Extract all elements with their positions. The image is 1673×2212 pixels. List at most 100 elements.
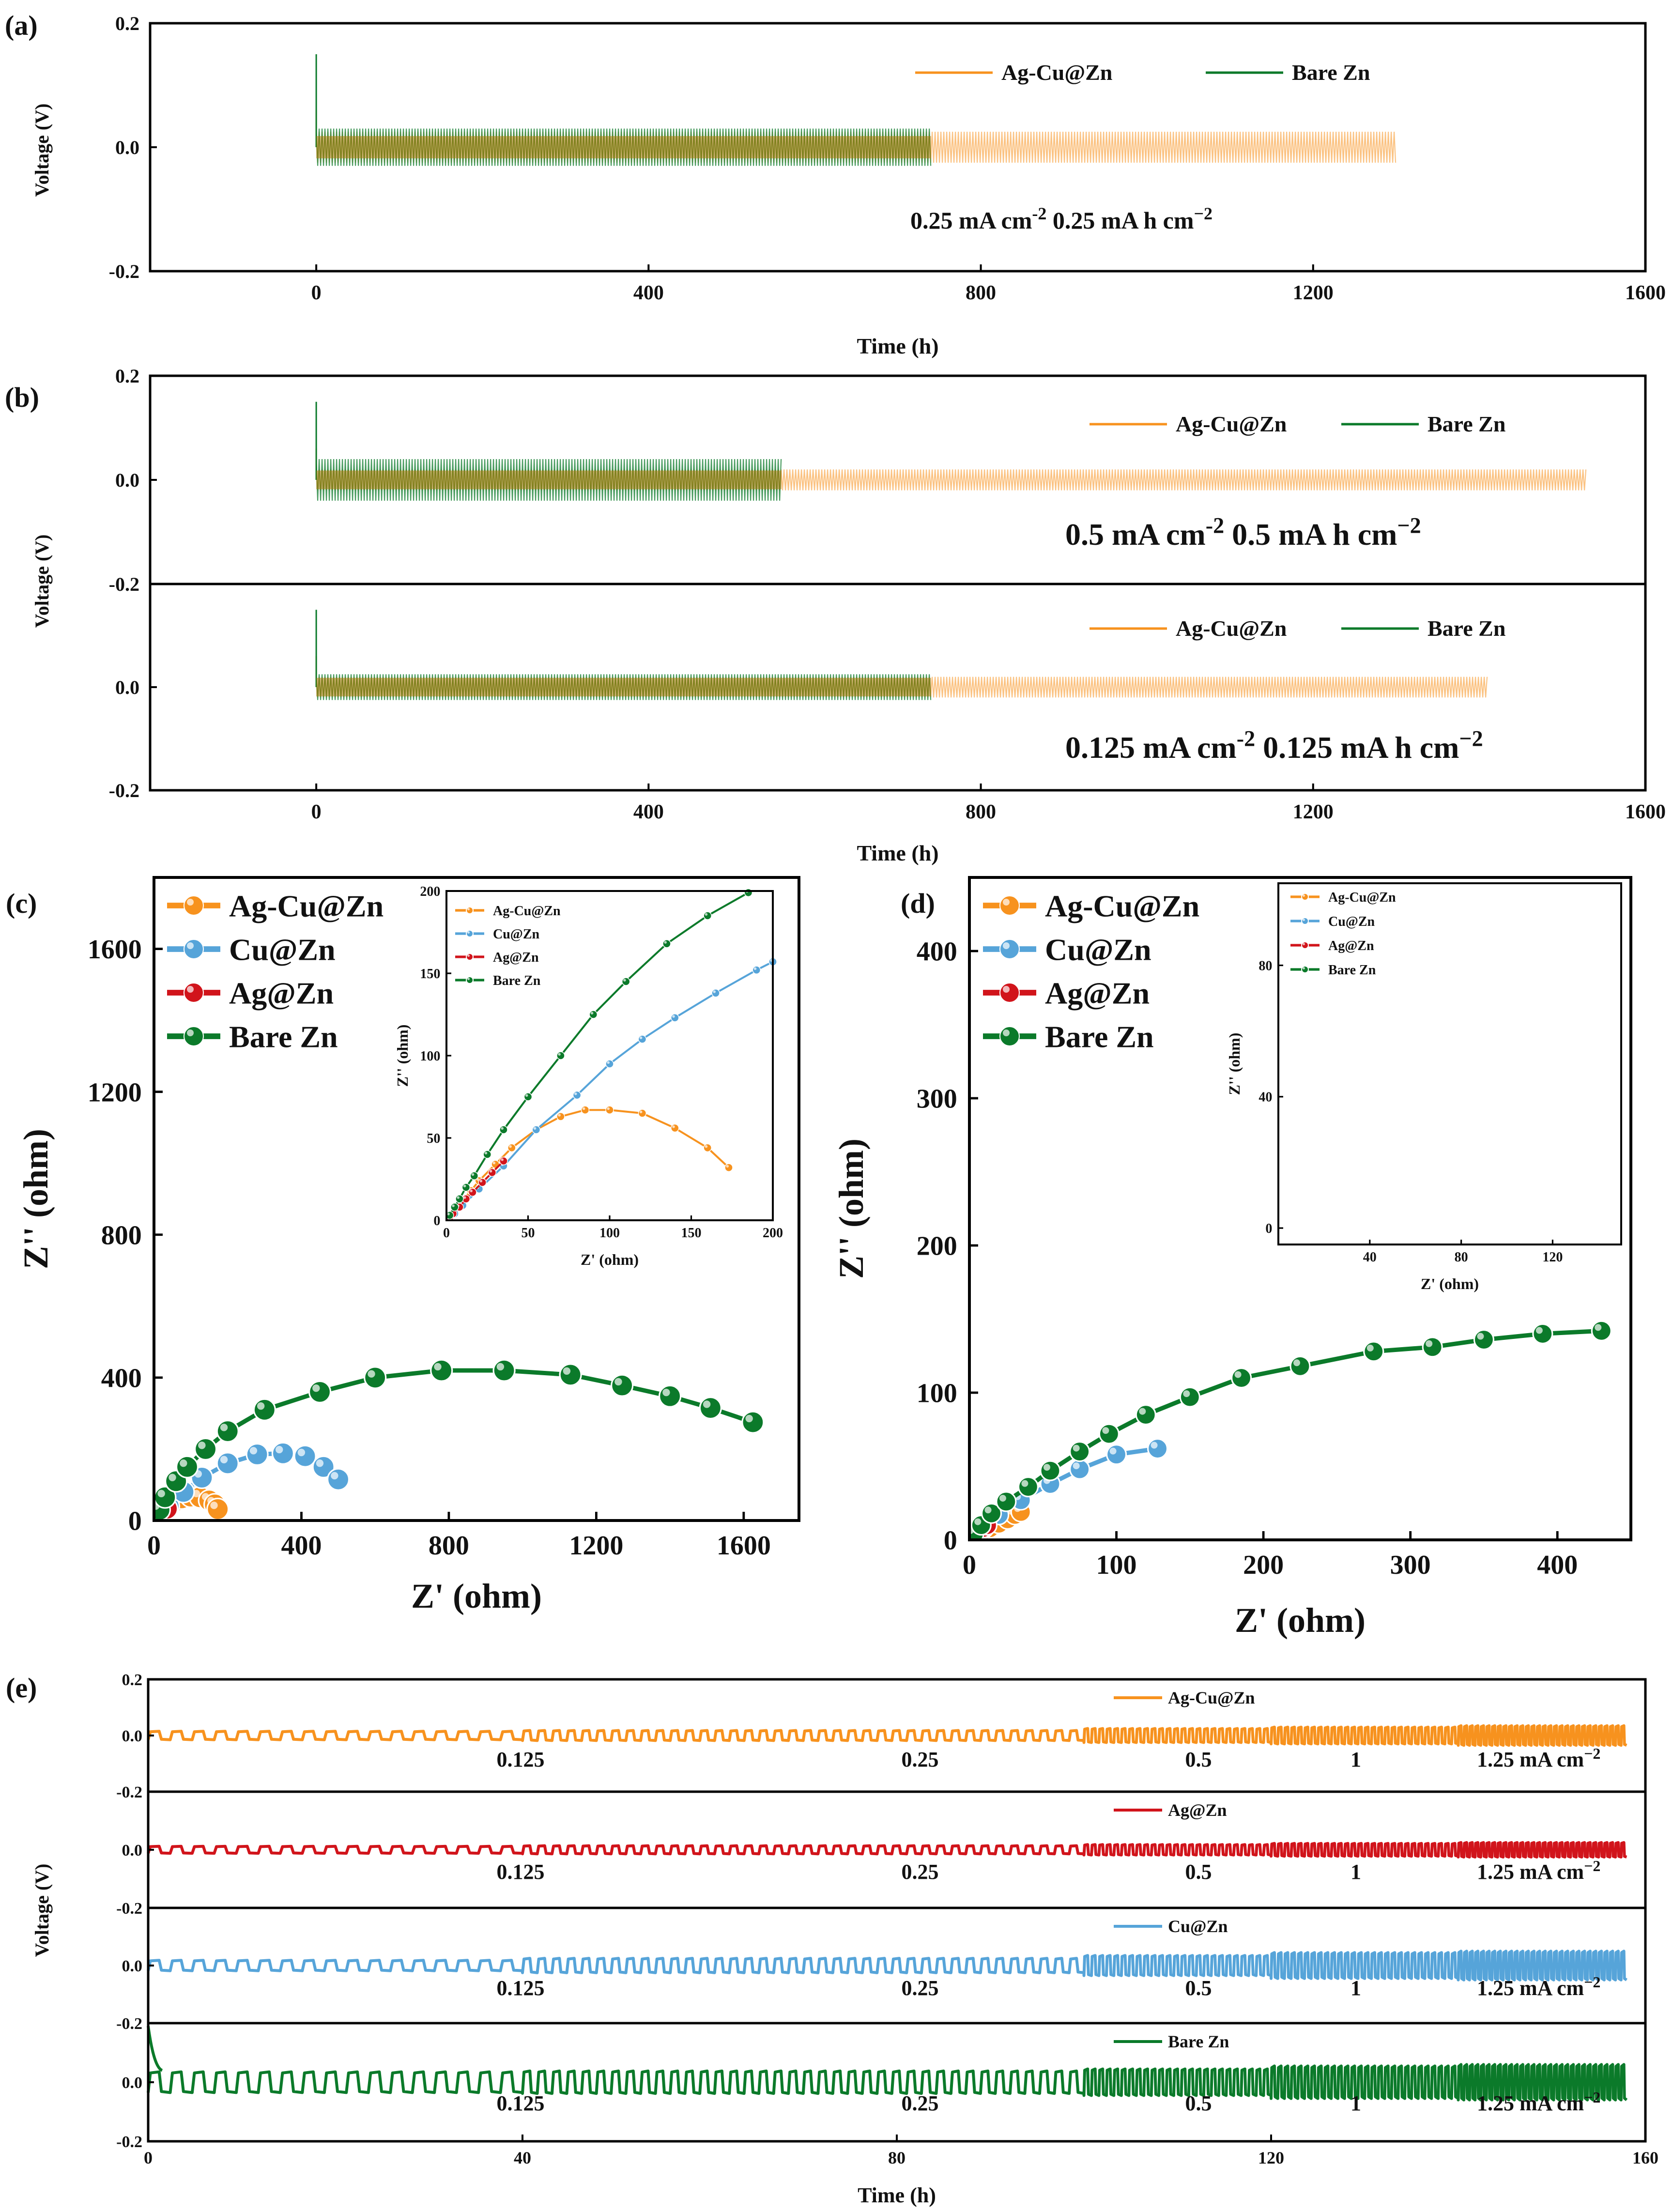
- series-Bare Zn-point: [1279, 1218, 1287, 1226]
- rate-label: 0.25: [902, 1976, 939, 2000]
- y-axis-label: Voltage (V): [31, 104, 53, 197]
- condition-label: 0.125 mA cm-2 0.125 mA h cm−2: [1065, 726, 1483, 765]
- legend-marker: [466, 930, 474, 937]
- rate-label: 1.25 mA cm−2: [1477, 1973, 1600, 2000]
- y-tick-label: 100: [917, 1379, 957, 1409]
- y-tick-label: 800: [101, 1220, 142, 1250]
- legend-highlight: [1003, 986, 1010, 993]
- point-highlight: [662, 1388, 670, 1397]
- y-tick-label: -0.2: [116, 2015, 142, 2033]
- rate-label: 0.5: [1185, 1748, 1212, 1771]
- point-highlight: [1312, 1193, 1315, 1196]
- series-Ag@Zn-point: [1284, 1211, 1291, 1219]
- plot-frame: [968, 876, 1632, 1541]
- series-Bare Zn-point: [430, 1359, 453, 1382]
- point-highlight: [1321, 1163, 1324, 1166]
- point-highlight: [1102, 1427, 1109, 1434]
- y-tick-label: 0.2: [115, 365, 139, 387]
- series-Ag-Cu@Zn-point: [1293, 1208, 1301, 1215]
- legend-label: Ag-Cu@Zn: [1001, 60, 1112, 85]
- series-Bare Zn-point: [450, 1203, 459, 1212]
- series-Cu@Zn-point: [572, 1091, 582, 1100]
- y-tick-label: 0.2: [115, 13, 139, 34]
- point-highlight: [1568, 1022, 1571, 1025]
- series-Cu@Zn-point: [216, 1452, 239, 1475]
- point-highlight: [452, 1204, 455, 1207]
- series-Bare Zn-point: [216, 1419, 239, 1443]
- point-highlight: [1151, 1442, 1158, 1449]
- plot-area: [446, 888, 777, 1220]
- series-Ag@Zn-point: [1293, 1201, 1301, 1209]
- legend-label: Ag-Cu@Zn: [1176, 616, 1287, 641]
- y-axis-label: Z'' (ohm): [16, 1129, 55, 1269]
- point-highlight: [1294, 1193, 1297, 1196]
- point-highlight: [999, 1494, 1006, 1502]
- y-tick-label: 0.2: [122, 1671, 143, 1689]
- plot-frame: [153, 876, 800, 1522]
- y-tick-label: -0.2: [109, 780, 139, 801]
- series-Ag-Cu@Zn-point: [1311, 1191, 1319, 1199]
- x-tick-label: 80: [888, 2148, 906, 2167]
- legend-highlight: [1303, 894, 1305, 897]
- series-Bare Zn-point: [1591, 1320, 1612, 1341]
- series-Ag-Cu@Zn-point: [1329, 1178, 1337, 1186]
- y-tick-label: 0.0: [122, 1727, 143, 1745]
- legend-label: Ag@Zn: [1168, 1800, 1227, 1820]
- rate-label: 1: [1351, 1860, 1361, 1884]
- point-highlight: [1280, 1222, 1283, 1225]
- legend-label: Cu@Zn: [1045, 932, 1151, 967]
- rate-label: 1.25 mA cm−2: [1477, 1745, 1600, 1771]
- point-highlight: [672, 1125, 675, 1128]
- point-highlight: [1595, 1324, 1602, 1331]
- series-Ag@Zn-point: [468, 1188, 477, 1197]
- panel-c: 0 400 800 1200 1600 0 400 800 1200 1600 Z' (ohm) Z'…: [6, 876, 800, 1615]
- y-tick-label: -0.2: [109, 261, 139, 282]
- x-tick-label: 160: [1632, 2148, 1658, 2167]
- point-highlight: [1424, 1018, 1427, 1021]
- point-highlight: [1183, 1390, 1190, 1398]
- legend-marker: [999, 983, 1020, 1003]
- y-tick-label: -0.2: [116, 1900, 142, 1918]
- x-tick-label: 800: [966, 282, 996, 304]
- plot-area: [154, 1359, 765, 1521]
- point-highlight: [1458, 989, 1461, 992]
- series-Bare Zn-point: [1017, 1476, 1039, 1498]
- y-tick-label: 80: [1259, 958, 1272, 973]
- point-highlight: [533, 1127, 537, 1130]
- point-highlight: [1477, 1333, 1484, 1340]
- legend-highlight: [467, 908, 470, 911]
- y-axis-label: Z'' (ohm): [1226, 1033, 1243, 1095]
- legend-label: Bare Zn: [1427, 616, 1505, 641]
- point-highlight: [607, 1061, 610, 1064]
- point-highlight: [1504, 956, 1507, 959]
- x-tick-label: 150: [681, 1226, 702, 1241]
- rate-label: 0.5: [1185, 1860, 1212, 1884]
- rate-label: 0.125: [497, 1748, 545, 1771]
- x-tick-label: 1200: [1293, 801, 1334, 823]
- series-Bare Zn-point: [194, 1437, 217, 1461]
- series-Bare Zn-point: [470, 1171, 478, 1180]
- series-Ag@Zn-line: [1283, 1195, 1305, 1221]
- legend-label: Ag-Cu@Zn: [1176, 412, 1287, 436]
- legend-marker: [1301, 917, 1309, 925]
- plot-area: [969, 1320, 1612, 1540]
- point-highlight: [574, 1092, 577, 1095]
- point-highlight: [1285, 1215, 1288, 1218]
- series-Cu@Zn-point: [1446, 1057, 1454, 1064]
- x-tick-label: 200: [763, 1226, 783, 1241]
- point-highlight: [1333, 1147, 1335, 1150]
- series-Cu@Zn-point: [671, 1014, 679, 1022]
- point-highlight: [703, 1400, 711, 1408]
- series-initial-tail: [147, 2026, 163, 2072]
- legend-marker: [999, 1026, 1020, 1046]
- series-Cu@Zn-point: [638, 1035, 647, 1044]
- point-highlight: [1535, 1327, 1543, 1334]
- series-Bare Zn-point: [1311, 1152, 1319, 1160]
- legend-label: Bare Zn: [1292, 60, 1370, 85]
- point-highlight: [1596, 897, 1598, 900]
- legend-highlight: [1303, 943, 1305, 946]
- legend-marker: [466, 906, 474, 914]
- plot-area: [1279, 896, 1602, 1229]
- legend-label: Cu@Zn: [1168, 1917, 1228, 1936]
